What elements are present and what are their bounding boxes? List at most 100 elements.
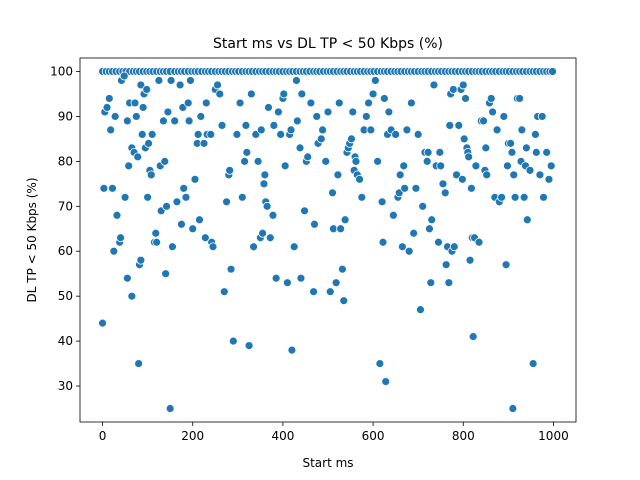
scatter-point xyxy=(143,192,153,202)
scatter-point xyxy=(168,242,177,252)
scatter-point xyxy=(184,116,194,126)
scatter-point xyxy=(144,138,153,148)
scatter-point xyxy=(276,129,286,139)
scatter-point xyxy=(391,129,401,139)
scatter-point xyxy=(364,98,373,108)
scatter-point xyxy=(497,192,507,202)
scatter-point xyxy=(525,165,535,175)
y-tick-label: 40 xyxy=(58,334,73,348)
scatter-point xyxy=(306,98,316,108)
scatter-point xyxy=(333,170,343,180)
scatter-point xyxy=(172,197,182,207)
scatter-point xyxy=(217,121,227,130)
y-tick-label: 70 xyxy=(58,199,73,213)
scatter-point xyxy=(426,278,436,288)
scatter-point xyxy=(292,116,302,126)
scatter-point xyxy=(190,174,200,184)
scatter-point xyxy=(508,404,518,413)
scatter-point xyxy=(271,273,281,283)
scatter-point xyxy=(206,129,216,139)
scatter-point xyxy=(119,71,129,81)
points-layer xyxy=(98,67,557,413)
scatter-point xyxy=(99,183,109,193)
scatter-point xyxy=(515,94,525,103)
scatter-point xyxy=(241,121,251,130)
scatter-point xyxy=(465,255,475,265)
scatter-point xyxy=(193,129,203,139)
scatter-point xyxy=(219,287,229,297)
scatter-point xyxy=(283,278,292,288)
scatter-point xyxy=(297,89,307,99)
scatter-point xyxy=(482,170,492,180)
scatter-point xyxy=(441,260,451,270)
scatter-point xyxy=(435,147,445,157)
scatter-point xyxy=(300,206,309,216)
scatter-point xyxy=(400,183,410,193)
scatter-point xyxy=(544,174,554,184)
scatter-point xyxy=(440,188,450,198)
scatter-point xyxy=(147,129,157,139)
scatter-point xyxy=(287,345,297,355)
scatter-point xyxy=(152,237,162,247)
scatter-point xyxy=(510,192,520,202)
scatter-point xyxy=(265,233,275,243)
scatter-point xyxy=(436,161,446,171)
scatter-point xyxy=(309,287,318,297)
scatter-point xyxy=(316,134,326,144)
scatter-point xyxy=(452,170,461,180)
scatter-point xyxy=(340,215,350,225)
scatter-point xyxy=(388,210,398,220)
scatter-point xyxy=(486,94,496,103)
x-tick-label: 600 xyxy=(362,429,385,443)
scatter-point xyxy=(289,242,299,252)
scatter-point xyxy=(542,147,552,157)
scatter-point xyxy=(133,152,143,162)
scatter-point xyxy=(130,98,140,108)
x-tick-label: 200 xyxy=(181,429,204,443)
scatter-point xyxy=(474,237,484,247)
scatter-point xyxy=(163,107,173,117)
scatter-point xyxy=(175,80,185,90)
scatter-point xyxy=(548,67,557,76)
scatter-point xyxy=(357,192,367,202)
scatter-point xyxy=(196,112,206,121)
scatter-point xyxy=(328,188,337,198)
scatter-point xyxy=(318,125,327,135)
scatter-point xyxy=(355,174,364,184)
scatter-point xyxy=(249,242,259,252)
scatter-point xyxy=(146,170,156,180)
scatter-point xyxy=(429,80,439,90)
scatter-point xyxy=(413,129,423,139)
scatter-point xyxy=(124,161,134,171)
y-tick-label: 30 xyxy=(58,379,73,393)
scatter-point xyxy=(492,125,502,135)
scatter-point xyxy=(339,296,349,306)
scatter-point xyxy=(110,112,120,121)
scatter-point xyxy=(454,121,464,130)
scatter-point xyxy=(244,341,254,351)
scatter-point xyxy=(225,165,235,175)
scatter-point xyxy=(131,112,141,121)
scatter-point xyxy=(177,219,186,229)
scatter-point xyxy=(348,107,358,117)
scatter-point xyxy=(368,89,378,99)
scatter-point xyxy=(160,156,170,166)
scatter-point xyxy=(427,215,437,225)
scatter-point xyxy=(166,76,176,85)
scatter-point xyxy=(397,242,407,252)
scatter-point xyxy=(256,125,266,135)
scatter-point xyxy=(499,112,509,121)
scatter-point xyxy=(142,85,152,94)
scatter-point xyxy=(232,129,242,139)
scatter-point xyxy=(138,103,148,112)
scatter-point xyxy=(179,183,189,193)
scatter-point xyxy=(334,98,344,108)
scatter-point xyxy=(351,156,361,166)
y-axis: 30 40 50 60 70 80 90 100 xyxy=(50,64,80,393)
scatter-point xyxy=(106,125,116,135)
scatter-point xyxy=(479,116,488,126)
scatter-point xyxy=(361,112,371,121)
scatter-point xyxy=(535,170,545,180)
scatter-point xyxy=(183,98,193,108)
